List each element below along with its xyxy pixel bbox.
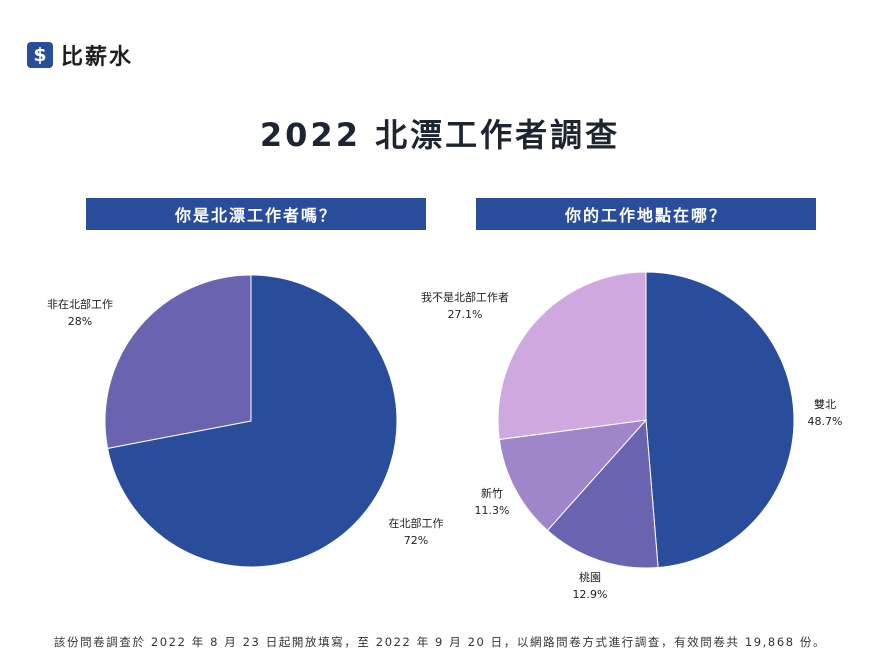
chart2-title: 你的工作地點在哪？	[476, 198, 816, 230]
label-not-north: 我不是北部工作者 27.1%	[421, 291, 509, 321]
page-title: 2022 北漂工作者調查	[259, 116, 621, 154]
label-non-north: 非在北部工作 28%	[47, 298, 113, 328]
label-hsinchu: 新竹 11.3%	[474, 487, 510, 517]
brand-logo[interactable]: $ 比薪水	[27, 39, 133, 71]
brand-name: 比薪水	[61, 45, 134, 70]
pie-slice-0-1	[104, 274, 252, 449]
pie-slice-1-1	[546, 418, 659, 569]
footnote: 該份問卷調查於 2022 年 8 月 23 日起開放填寫，至 2022 年 9 …	[53, 635, 827, 649]
label-taoyuan: 桃園 12.9%	[572, 571, 608, 601]
pie-slice-1-2	[498, 419, 648, 532]
pie-slice-1-0	[645, 271, 795, 569]
label-shuangbei: 雙北 48.7%	[807, 398, 843, 428]
pie-slice-1-3	[497, 271, 647, 441]
dollar-icon: $	[27, 42, 53, 68]
chart1-title: 你是北漂工作者嗎？	[86, 198, 426, 230]
label-north: 在北部工作 72%	[388, 517, 444, 547]
pie-slice-0-0	[107, 274, 398, 568]
